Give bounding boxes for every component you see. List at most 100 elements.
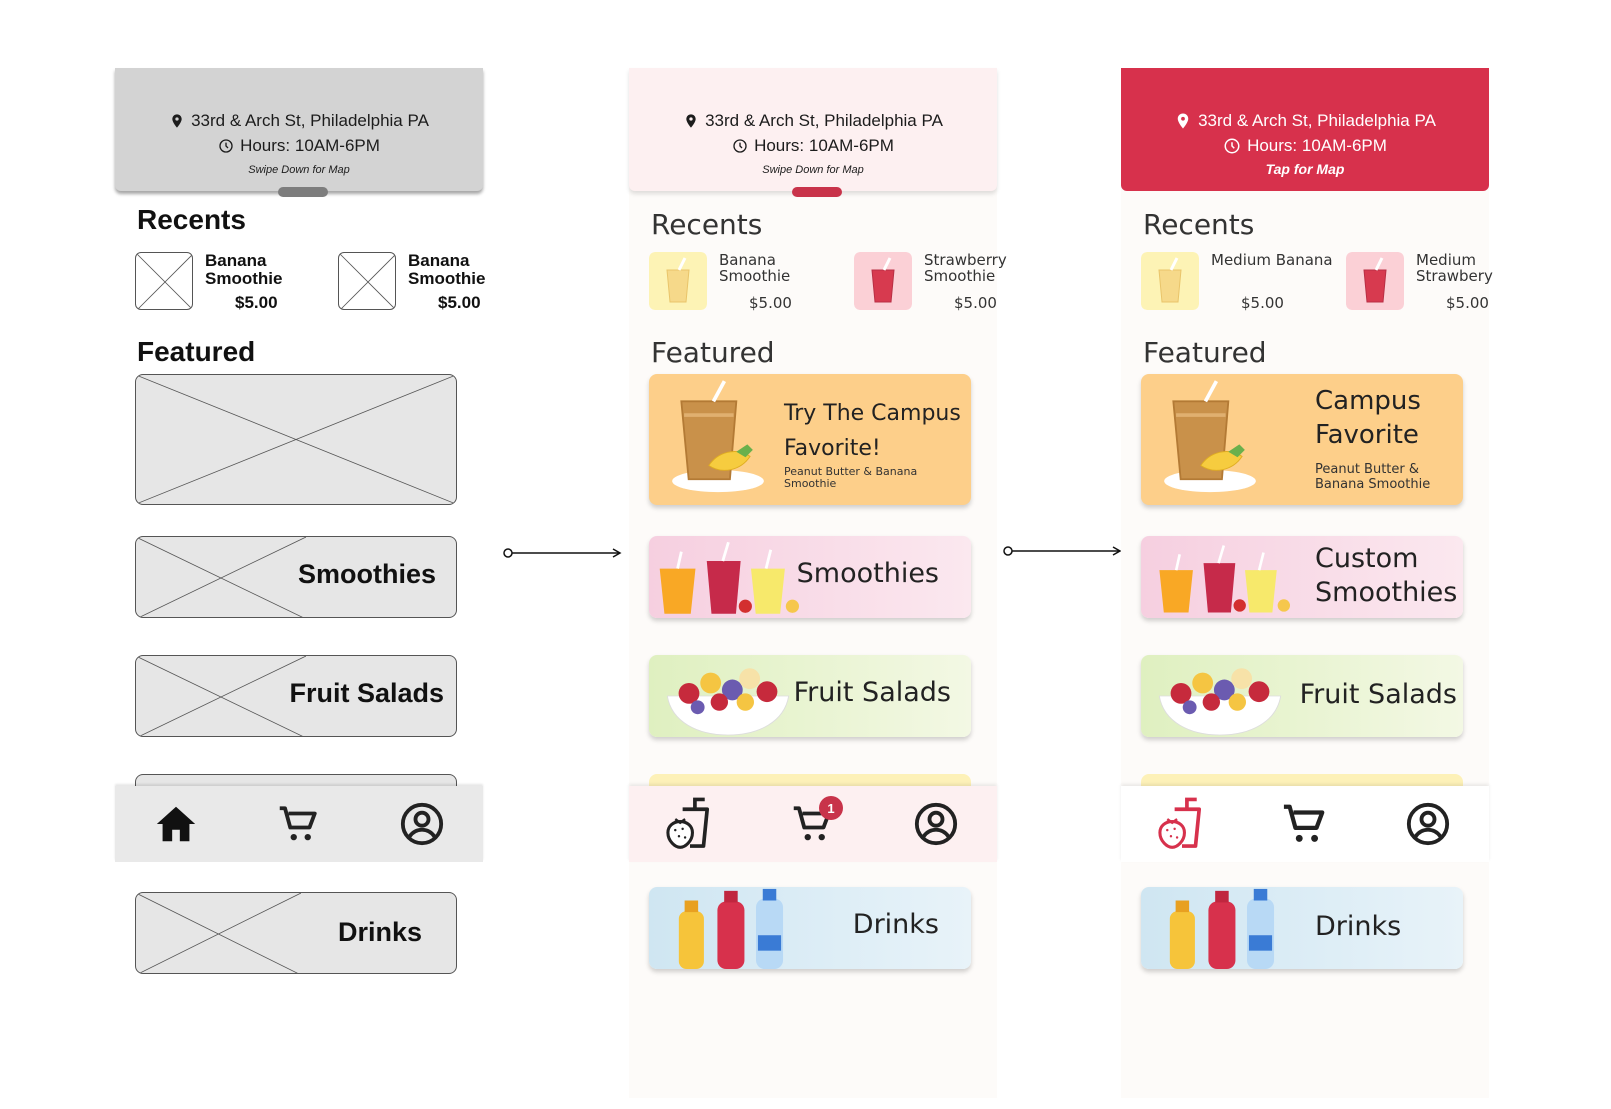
location-header[interactable]: 33rd & Arch St, Philadelphia PA Hours: 1… bbox=[629, 68, 997, 197]
hero-title: Try The Campus Favorite! bbox=[784, 401, 961, 461]
cart-badge: 1 bbox=[818, 796, 843, 820]
category-card-smoothies[interactable]: Custom Smoothies bbox=[1141, 536, 1463, 618]
recent-item[interactable]: Strawberry Smoothie $5.00 bbox=[854, 252, 1054, 312]
banana-smoothie-icon bbox=[649, 252, 707, 310]
cart-icon bbox=[278, 803, 320, 845]
nav-home[interactable] bbox=[1152, 794, 1212, 854]
location-pin-icon bbox=[1174, 112, 1192, 130]
nav-home[interactable] bbox=[660, 794, 720, 854]
recent-name: Banana Smoothie bbox=[719, 251, 791, 285]
category-card-drinks[interactable]: Drinks bbox=[135, 892, 457, 974]
location-header[interactable]: 33rd & Arch St, Philadelphia PA Hours: 1… bbox=[1121, 68, 1489, 191]
drag-handle[interactable] bbox=[278, 187, 328, 197]
card-label: Drinks bbox=[852, 909, 939, 940]
card-label: Fruit Salads bbox=[289, 678, 444, 708]
category-card-drinks[interactable]: Drinks bbox=[649, 887, 971, 969]
recent-name: Medium Banana bbox=[1211, 251, 1333, 269]
hero-card[interactable] bbox=[135, 374, 457, 505]
smoothies-icon bbox=[1157, 544, 1292, 614]
hero-subtitle: Peanut Butter & Banana Smoothie bbox=[784, 465, 918, 490]
recent-item[interactable]: Banana Smoothie $5.00 bbox=[135, 252, 335, 312]
card-label: Drinks bbox=[337, 917, 422, 947]
profile-icon bbox=[913, 801, 959, 847]
card-label: Fruit Salads bbox=[1299, 679, 1457, 710]
smoothies-icon bbox=[658, 540, 801, 616]
nav-cart[interactable]: 1 bbox=[783, 794, 843, 854]
clock-icon bbox=[1223, 137, 1241, 155]
clock-icon bbox=[732, 138, 748, 154]
image-placeholder-icon bbox=[338, 252, 396, 310]
nav-home[interactable] bbox=[146, 794, 206, 854]
recent-price: $5.00 bbox=[1446, 294, 1489, 312]
mockup-screen-v1: 33rd & Arch St, Philadelphia PA Hours: 1… bbox=[629, 68, 1007, 1098]
category-card-fruit-salads[interactable]: Fruit Salads bbox=[649, 655, 971, 737]
recents-title: Recents bbox=[137, 204, 246, 235]
location-pin-icon bbox=[683, 113, 699, 129]
address-text: 33rd & Arch St, Philadelphia PA bbox=[1198, 111, 1436, 130]
hero-card[interactable]: Try The Campus Favorite! Peanut Butter &… bbox=[649, 374, 971, 505]
profile-icon bbox=[1405, 801, 1451, 847]
nav-profile[interactable] bbox=[392, 794, 452, 854]
recents-title: Recents bbox=[1143, 208, 1255, 241]
category-card-drinks[interactable]: Drinks bbox=[1141, 887, 1463, 969]
hours-text: Hours: 10AM-6PM bbox=[240, 136, 380, 155]
image-placeholder-icon bbox=[136, 893, 301, 973]
address-text: 33rd & Arch St, Philadelphia PA bbox=[705, 111, 943, 130]
location-header[interactable]: 33rd & Arch St, Philadelphia PA Hours: 1… bbox=[115, 68, 483, 197]
recent-item[interactable]: Banana Smoothie $5.00 bbox=[338, 252, 538, 312]
recent-name: Banana Smoothie bbox=[408, 251, 486, 288]
bottom-nav bbox=[115, 786, 483, 862]
map-hint: Swipe Down for Map bbox=[762, 164, 864, 176]
home-icon bbox=[153, 801, 199, 847]
nav-profile[interactable] bbox=[1398, 794, 1458, 854]
smoothie-cup-icon bbox=[1157, 797, 1207, 851]
category-card-fruit-salads[interactable]: Fruit Salads bbox=[1141, 655, 1463, 737]
category-card-fruit-salads[interactable]: Fruit Salads bbox=[135, 655, 457, 737]
image-placeholder-icon bbox=[136, 656, 306, 736]
hero-title: Campus Favorite bbox=[1315, 386, 1421, 450]
drinks-bottles-icon bbox=[678, 888, 784, 969]
nav-cart[interactable] bbox=[1275, 794, 1335, 854]
recent-item[interactable]: Medium Strawbery $5.00 bbox=[1346, 252, 1546, 312]
hero-card[interactable]: Campus Favorite Peanut Butter & Banana S… bbox=[1141, 374, 1463, 505]
recent-price: $5.00 bbox=[954, 294, 997, 312]
location-pin-icon bbox=[169, 113, 185, 129]
recent-name: Medium Strawbery bbox=[1416, 251, 1493, 285]
clock-icon bbox=[218, 138, 234, 154]
wireframe-screen: 33rd & Arch St, Philadelphia PA Hours: 1… bbox=[115, 68, 485, 1098]
hero-subtitle: Peanut Butter & Banana Smoothie bbox=[1315, 462, 1431, 492]
bottom-nav bbox=[1121, 786, 1489, 862]
profile-icon bbox=[399, 801, 445, 847]
flow-arrow bbox=[1003, 546, 1122, 556]
cart-icon bbox=[1282, 801, 1328, 847]
drag-handle[interactable] bbox=[792, 187, 842, 197]
bottom-nav: 1 bbox=[629, 786, 997, 862]
strawberry-smoothie-icon bbox=[1346, 252, 1404, 310]
card-label: Smoothies bbox=[796, 558, 939, 589]
smoothie-cup-icon bbox=[665, 797, 715, 851]
recent-price: $5.00 bbox=[749, 294, 792, 312]
recents-title: Recents bbox=[651, 208, 763, 241]
recent-item[interactable]: Medium Banana $5.00 bbox=[1141, 252, 1341, 312]
category-card-smoothies[interactable]: Smoothies bbox=[649, 536, 971, 618]
fruit-salad-icon bbox=[666, 667, 790, 736]
category-card-smoothies[interactable]: Smoothies bbox=[135, 536, 457, 618]
map-hint[interactable]: Tap for Map bbox=[1265, 161, 1345, 177]
image-placeholder-icon bbox=[136, 537, 306, 617]
image-placeholder-icon bbox=[135, 252, 193, 310]
featured-title: Featured bbox=[1143, 336, 1267, 369]
recent-name: Strawberry Smoothie bbox=[924, 251, 1007, 285]
hours-text: Hours: 10AM-6PM bbox=[1247, 136, 1387, 155]
flow-arrow bbox=[503, 548, 622, 558]
card-label: Drinks bbox=[1315, 911, 1402, 942]
strawberry-smoothie-icon bbox=[854, 252, 912, 310]
address-text: 33rd & Arch St, Philadelphia PA bbox=[191, 111, 429, 130]
recent-item[interactable]: Banana Smoothie $5.00 bbox=[649, 252, 849, 312]
map-hint: Swipe Down for Map bbox=[248, 164, 350, 176]
card-label: Fruit Salads bbox=[793, 677, 951, 708]
mockup-screen-v2: 33rd & Arch St, Philadelphia PA Hours: 1… bbox=[1121, 68, 1493, 1098]
nav-profile[interactable] bbox=[906, 794, 966, 854]
drinks-bottles-icon bbox=[1169, 888, 1275, 969]
smoothie-glass-icon bbox=[670, 379, 766, 494]
nav-cart[interactable] bbox=[269, 794, 329, 854]
